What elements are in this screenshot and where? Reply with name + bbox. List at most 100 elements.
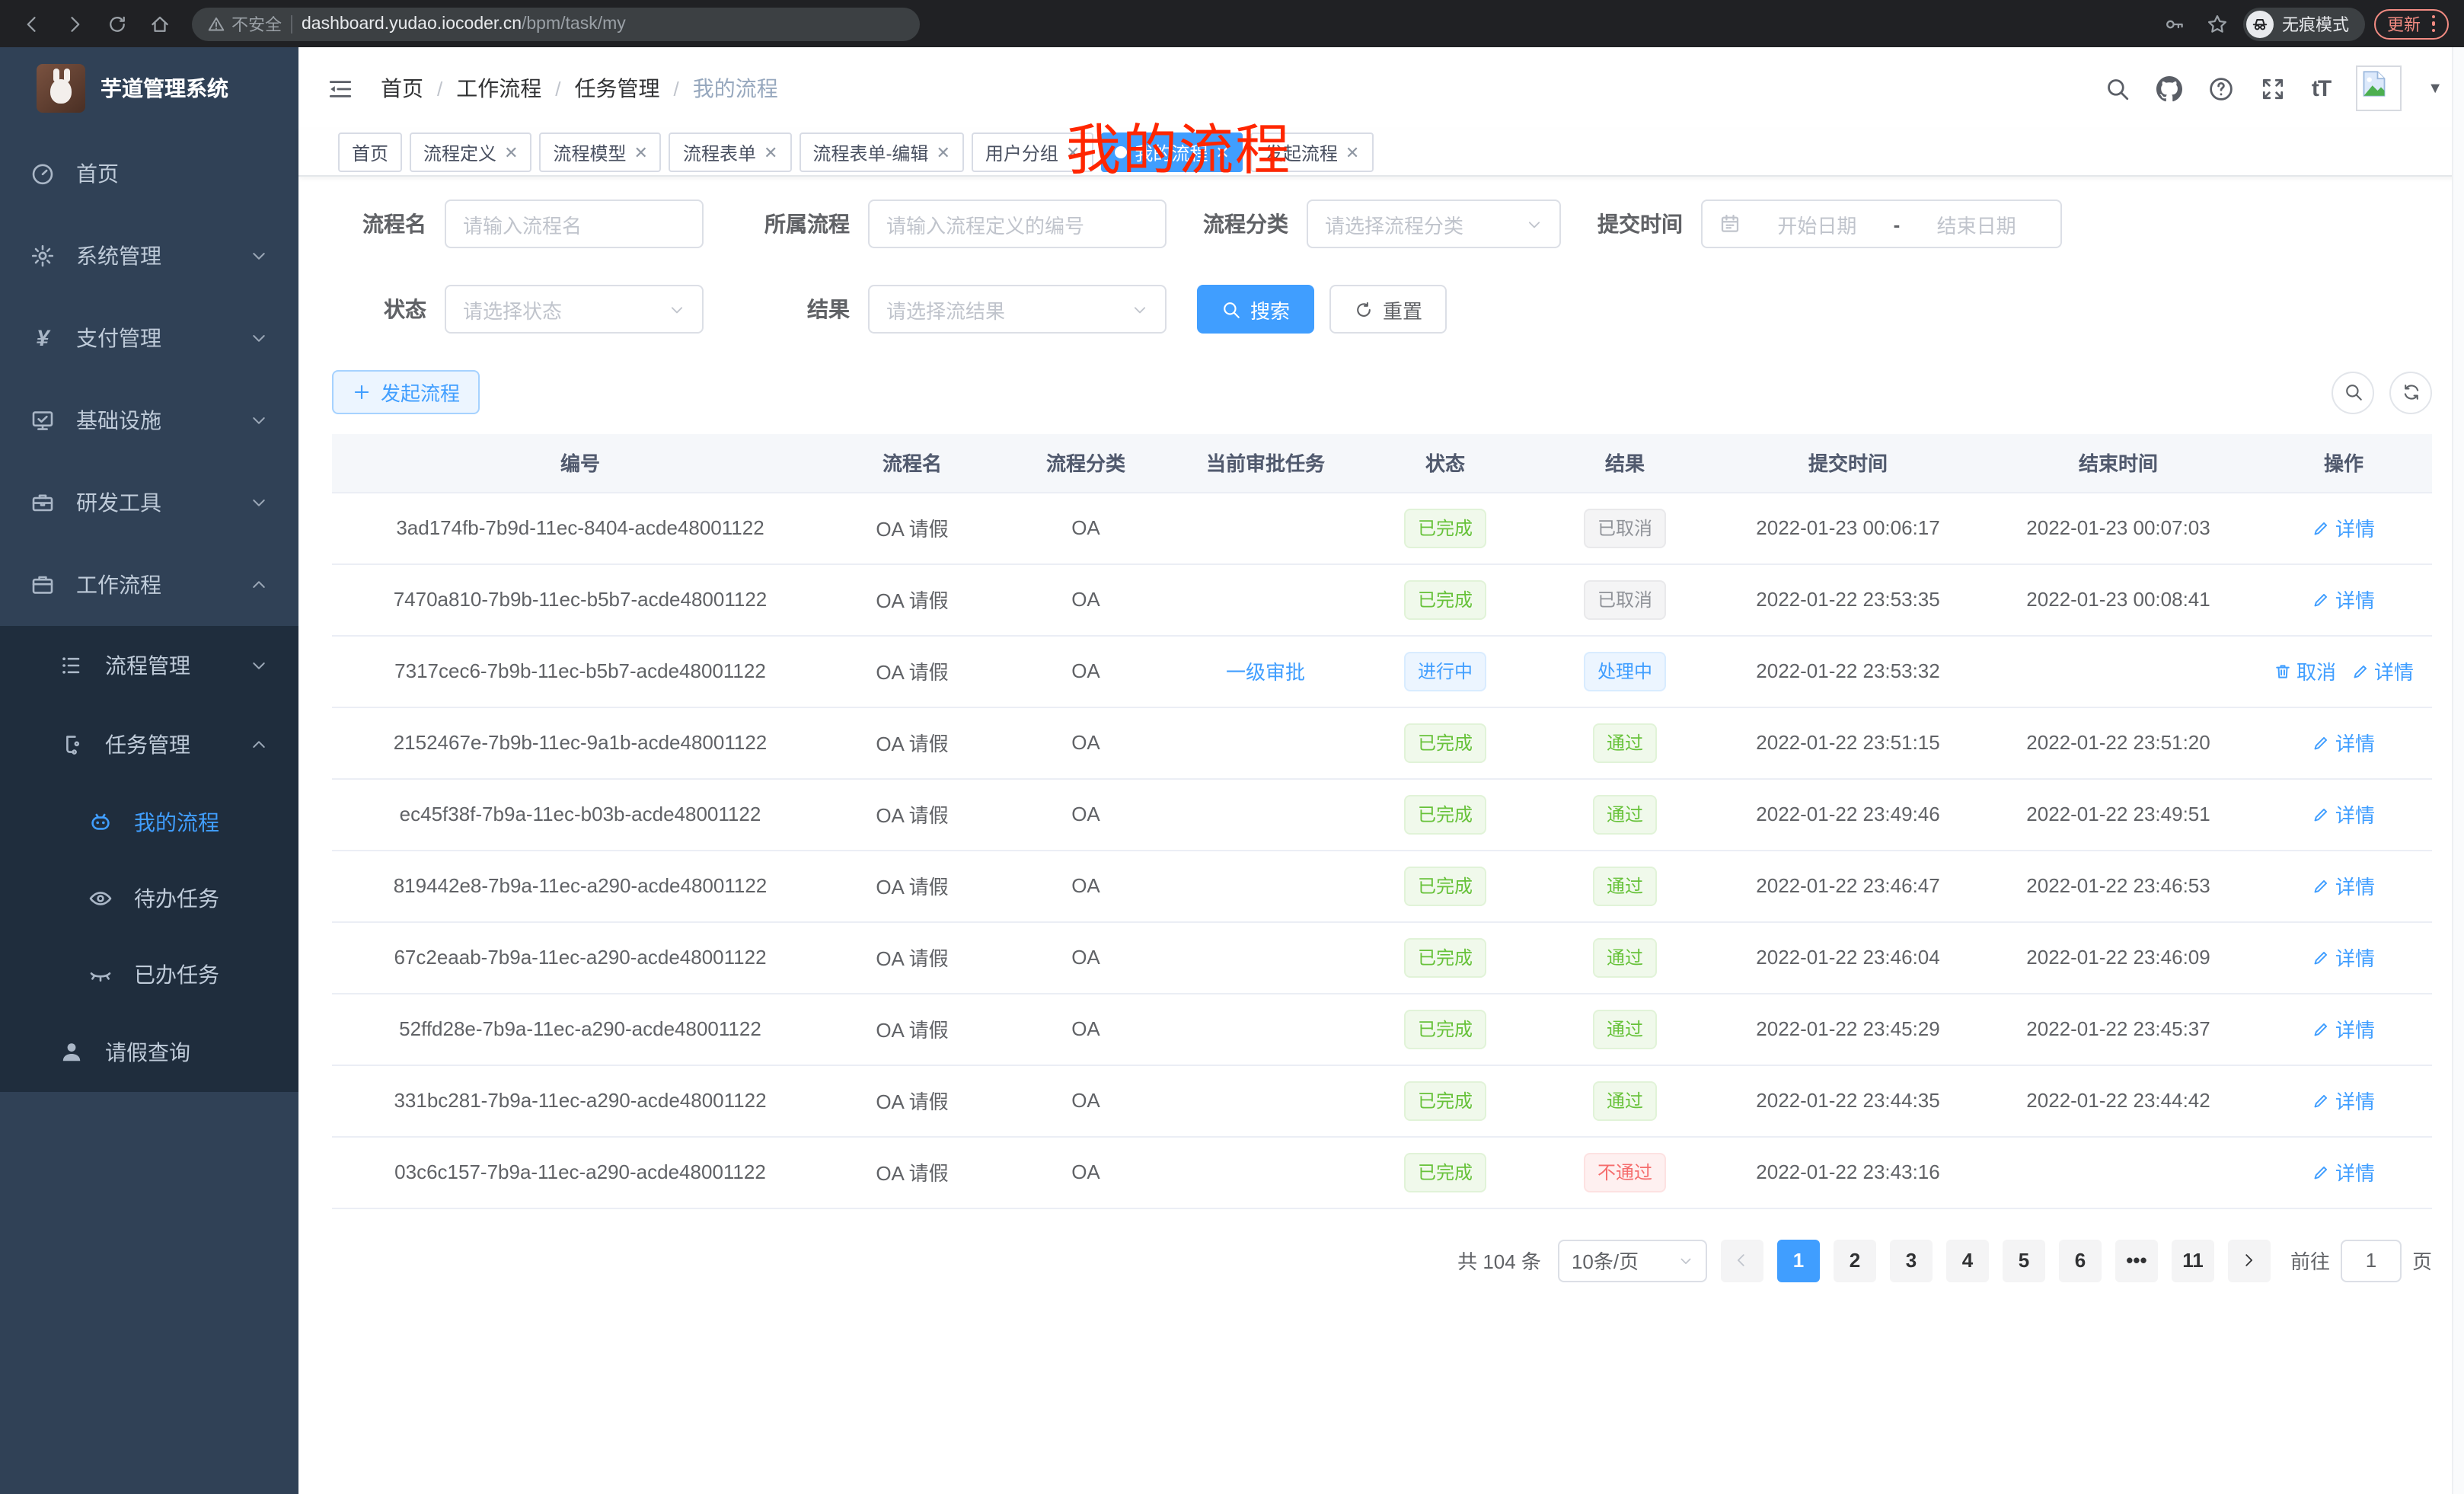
detail-link[interactable]: 详情: [2312, 1157, 2375, 1186]
close-icon[interactable]: ✕: [1215, 144, 1230, 162]
breadcrumb-item[interactable]: 任务管理: [574, 76, 660, 101]
start-process-button[interactable]: 发起流程: [332, 370, 480, 414]
sidebar-item-process-mgmt[interactable]: 流程管理: [0, 626, 298, 705]
cancel-link[interactable]: 取消: [2274, 656, 2336, 685]
tab-process-definition[interactable]: 流程定义 ✕: [410, 132, 532, 172]
prev-page-button[interactable]: [1720, 1239, 1763, 1282]
close-icon[interactable]: ✕: [936, 144, 950, 162]
tab-user-group[interactable]: 用户分组 ✕: [971, 132, 1094, 172]
close-icon[interactable]: ✕: [504, 144, 519, 162]
font-size-icon[interactable]: tT: [2311, 75, 2332, 101]
app-logo[interactable]: 芋道管理系统: [0, 47, 298, 129]
parent-process-input[interactable]: 请输入流程定义的编号: [868, 200, 1167, 248]
user-menu-caret-icon[interactable]: ▼: [2427, 80, 2443, 97]
flow-icon: [59, 733, 84, 757]
detail-link[interactable]: 详情: [2312, 513, 2375, 542]
breadcrumb-item[interactable]: 工作流程: [456, 76, 542, 101]
page-size-select[interactable]: 10条/页: [1557, 1239, 1707, 1282]
page-ellipsis[interactable]: •••: [2115, 1239, 2158, 1282]
sidebar-item-done-tasks[interactable]: 已办任务: [0, 937, 298, 1013]
tab-my-process[interactable]: 我的流程 ✕: [1101, 132, 1243, 172]
sidebar-item-home[interactable]: 首页: [0, 132, 298, 215]
back-icon[interactable]: [15, 7, 49, 40]
cell-actions[interactable]: 详情: [2255, 993, 2432, 1065]
category-select[interactable]: 请选择流程分类: [1307, 200, 1561, 248]
url-bar[interactable]: 不安全 dashboard.yudao.iocoder.cn/bpm/task/…: [192, 7, 920, 40]
sidebar-item-todo-tasks[interactable]: 待办任务: [0, 860, 298, 937]
sidebar-item-devtools[interactable]: 研发工具: [0, 461, 298, 544]
github-icon[interactable]: [2156, 75, 2182, 101]
detail-link[interactable]: 详情: [2312, 871, 2375, 900]
cell-actions[interactable]: 取消 详情: [2255, 635, 2432, 707]
avatar[interactable]: [2356, 65, 2402, 111]
forward-icon[interactable]: [58, 7, 91, 40]
sidebar-item-system[interactable]: 系统管理: [0, 215, 298, 297]
start-date-placeholder[interactable]: 开始日期: [1777, 214, 1857, 237]
close-icon[interactable]: ✕: [1345, 144, 1360, 162]
cell-actions[interactable]: 详情: [2255, 850, 2432, 922]
reload-icon[interactable]: [101, 7, 134, 40]
page-button-3[interactable]: 3: [1889, 1239, 1933, 1282]
toggle-search-button[interactable]: [2332, 371, 2374, 413]
cell-actions[interactable]: 详情: [2255, 1065, 2432, 1137]
detail-link[interactable]: 详情: [2312, 1086, 2375, 1115]
sidebar-item-leave-query[interactable]: 请假查询: [0, 1013, 298, 1092]
site-security-warning[interactable]: 不安全: [207, 11, 282, 36]
detail-link[interactable]: 详情: [2312, 728, 2375, 757]
help-icon[interactable]: [2208, 75, 2234, 101]
sidebar-item-infrastructure[interactable]: 基础设施: [0, 379, 298, 461]
header-search-icon[interactable]: [2105, 75, 2130, 101]
cell-actions[interactable]: 详情: [2255, 921, 2432, 994]
result-badge: 通过: [1592, 1081, 1657, 1120]
detail-link[interactable]: 详情: [2312, 585, 2375, 614]
page-button-11[interactable]: 11: [2171, 1239, 2214, 1282]
end-date-placeholder[interactable]: 结束日期: [1936, 214, 2016, 237]
detail-link[interactable]: 详情: [2312, 943, 2375, 972]
close-icon[interactable]: ✕: [1065, 144, 1080, 162]
result-select[interactable]: 请选择流结果: [868, 285, 1167, 334]
search-button[interactable]: 搜索: [1197, 285, 1315, 334]
close-icon[interactable]: ✕: [634, 144, 648, 162]
bookmark-star-icon[interactable]: [2200, 7, 2233, 40]
page-button-2[interactable]: 2: [1833, 1239, 1876, 1282]
goto-page-input[interactable]: 1: [2340, 1239, 2402, 1282]
process-name-input[interactable]: 请输入流程名: [445, 200, 704, 248]
tab-process-model[interactable]: 流程模型 ✕: [539, 132, 662, 172]
refresh-table-button[interactable]: [2389, 371, 2432, 413]
dashboard-icon: [30, 161, 55, 186]
detail-link[interactable]: 详情: [2351, 656, 2414, 685]
tab-home[interactable]: 首页: [338, 132, 403, 172]
cell-actions[interactable]: 详情: [2255, 778, 2432, 851]
page-button-1[interactable]: 1: [1776, 1239, 1820, 1282]
reset-button[interactable]: 重置: [1329, 285, 1447, 334]
password-key-icon[interactable]: [2157, 7, 2191, 40]
tab-process-form[interactable]: 流程表单 ✕: [669, 132, 792, 172]
tab-start-process[interactable]: 发起流程 ✕: [1250, 132, 1374, 172]
page-button-4[interactable]: 4: [1945, 1239, 1989, 1282]
detail-link[interactable]: 详情: [2312, 800, 2375, 828]
cell-actions[interactable]: 详情: [2255, 492, 2432, 564]
page-scrollbar[interactable]: [2452, 47, 2464, 1494]
home-icon[interactable]: [143, 7, 177, 40]
browser-update-button[interactable]: 更新: [2373, 8, 2449, 39]
breadcrumb-item[interactable]: 首页: [381, 76, 423, 101]
page-button-6[interactable]: 6: [2058, 1239, 2102, 1282]
status-select[interactable]: 请选择状态: [445, 285, 704, 334]
browser-menu-icon[interactable]: [2431, 14, 2435, 33]
detail-link[interactable]: 详情: [2312, 1014, 2375, 1043]
close-icon[interactable]: ✕: [764, 144, 778, 162]
cell-actions[interactable]: 详情: [2255, 707, 2432, 779]
sidebar-toggle-icon[interactable]: [323, 72, 356, 105]
tab-process-form-edit[interactable]: 流程表单-编辑 ✕: [799, 132, 964, 172]
next-page-button[interactable]: [2227, 1239, 2271, 1282]
fullscreen-icon[interactable]: [2260, 75, 2286, 101]
sidebar-item-payment[interactable]: ¥ 支付管理: [0, 297, 298, 379]
page-button-5[interactable]: 5: [2002, 1239, 2045, 1282]
sidebar-item-my-process[interactable]: 我的流程: [0, 784, 298, 860]
cell-actions[interactable]: 详情: [2255, 563, 2432, 636]
submit-time-range-picker[interactable]: 开始日期 - 结束日期: [1701, 200, 2062, 248]
sidebar-item-task-mgmt[interactable]: 任务管理: [0, 705, 298, 784]
cell-actions[interactable]: 详情: [2255, 1136, 2432, 1208]
sidebar-item-workflow[interactable]: 工作流程: [0, 544, 298, 626]
current-task-link[interactable]: 一级审批: [1225, 661, 1305, 684]
